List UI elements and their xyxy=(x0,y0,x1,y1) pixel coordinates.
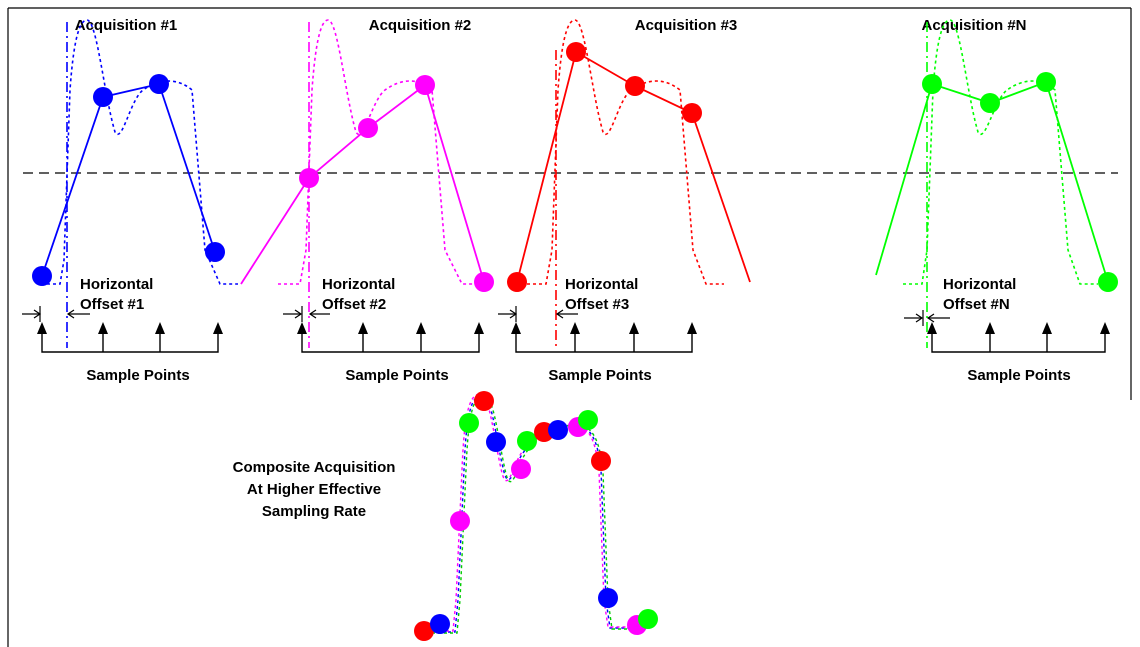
acquisition-3-title: Acquisition #3 xyxy=(635,17,738,34)
acquisition-1-panel: Acquisition #1 Horizontal Offset #1 xyxy=(22,17,238,384)
acquisition-n-sample-dot xyxy=(980,93,1000,113)
acquisition-2-sample-dot xyxy=(474,272,494,292)
acquisition-1-true-waveform xyxy=(41,19,238,285)
composite-dot-red xyxy=(414,621,434,641)
composite-dot-green xyxy=(578,410,598,430)
composite-dot-green xyxy=(459,413,479,433)
composite-dot-green xyxy=(638,609,658,629)
acquisition-2-panel: Acquisition #2 Horizontal Offset #2 Samp… xyxy=(240,17,494,384)
acquisition-1-sample-dot xyxy=(149,74,169,94)
acquisition-1-sample-dot xyxy=(93,87,113,107)
acquisition-3-sample-bracket xyxy=(515,333,693,353)
acquisition-2-sample-dot xyxy=(358,118,378,138)
acquisition-2-sample-arrowheads xyxy=(297,322,484,334)
acquisition-n-sample-dot xyxy=(1036,72,1056,92)
acquisition-3-offset-line2: Offset #3 xyxy=(565,296,629,313)
acquisition-1-title: Acquisition #1 xyxy=(75,17,178,34)
acquisition-1-sample-dot xyxy=(32,266,52,286)
acquisition-n-sample-bracket xyxy=(931,333,1106,353)
acquisition-n-offset-arrows xyxy=(904,310,950,326)
acquisition-2-true-waveform xyxy=(278,19,478,285)
acquisition-2-sample-label: Sample Points xyxy=(345,367,448,384)
composite-dot-green xyxy=(517,431,537,451)
acquisition-1-offset-line2: Offset #1 xyxy=(80,296,144,313)
acquisition-n-offset-line1: Horizontal xyxy=(943,276,1016,293)
composite-dot-magenta xyxy=(450,511,470,531)
composite-dot-red xyxy=(591,451,611,471)
composite-acquisition: Composite Acquisition At Higher Effectiv… xyxy=(233,391,658,641)
acquisition-2-offset-line1: Horizontal xyxy=(322,276,395,293)
composite-dot-red xyxy=(474,391,494,411)
acquisition-3-offset-line1: Horizontal xyxy=(565,276,638,293)
acquisition-3-offset-arrows xyxy=(498,306,578,322)
composite-dot-blue xyxy=(548,420,568,440)
acquisition-n-true-waveform xyxy=(903,19,1098,285)
composite-label-line1: Composite Acquisition xyxy=(233,459,396,476)
composite-label-line2: At Higher Effective xyxy=(247,481,381,498)
acquisition-1-offset-line1: Horizontal xyxy=(80,276,153,293)
acquisition-1-sample-arrowheads xyxy=(37,322,223,334)
acquisition-1-sample-bracket xyxy=(41,333,219,353)
acquisition-n-offset-line2: Offset #N xyxy=(943,296,1010,313)
acquisition-2-sample-dot xyxy=(415,75,435,95)
acquisition-2-sample-bracket xyxy=(301,333,480,353)
acquisition-n-title: Acquisition #N xyxy=(921,17,1026,34)
acquisition-2-offset-arrows xyxy=(283,306,330,322)
acquisition-3-sample-label: Sample Points xyxy=(548,367,651,384)
acquisition-1-sampled-trace xyxy=(41,82,216,277)
composite-waveform-magenta xyxy=(428,393,638,632)
acquisition-1-sample-dot xyxy=(205,242,225,262)
acquisition-n-sample-dot xyxy=(1098,272,1118,292)
acquisition-n-panel: Acquisition #N Horizontal Offset #N Samp… xyxy=(875,17,1118,384)
composite-dot-magenta xyxy=(511,459,531,479)
acquisition-n-sample-dot xyxy=(922,74,942,94)
acquisition-3-true-waveform xyxy=(527,19,724,285)
acquisition-2-sample-dot xyxy=(299,168,319,188)
composite-dot-blue xyxy=(430,614,450,634)
composite-label-line3: Sampling Rate xyxy=(262,503,366,520)
composite-dot-blue xyxy=(598,588,618,608)
acquisition-2-title: Acquisition #2 xyxy=(369,17,472,34)
acquisition-3-sample-dot xyxy=(507,272,527,292)
acquisition-3-sample-dot xyxy=(682,103,702,123)
acquisition-3-sample-dot xyxy=(566,42,586,62)
acquisition-n-sample-label: Sample Points xyxy=(967,367,1070,384)
acquisition-1-offset-arrows xyxy=(22,306,90,322)
acquisition-3-sample-arrowheads xyxy=(511,322,697,334)
composite-dot-blue xyxy=(486,432,506,452)
acquisition-2-offset-line2: Offset #2 xyxy=(322,296,386,313)
acquisition-3-sample-dot xyxy=(625,76,645,96)
acquisition-3-panel: Acquisition #3 Horizontal Offset #3 Samp… xyxy=(498,17,751,384)
acquisition-1-sample-label: Sample Points xyxy=(86,367,189,384)
acquisition-n-sample-arrowheads xyxy=(927,322,1110,334)
